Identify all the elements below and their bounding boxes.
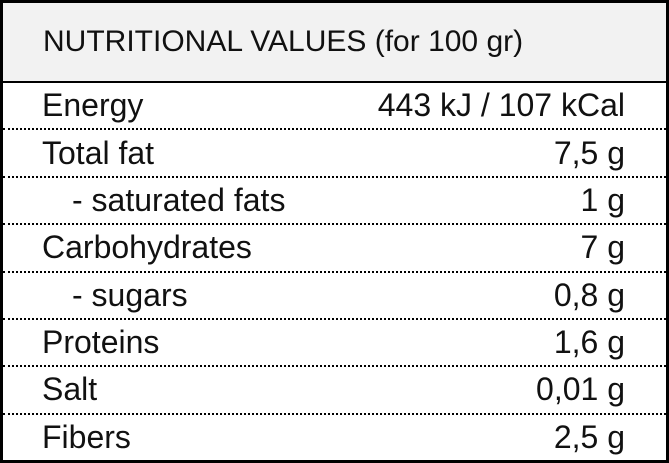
- nutrient-label: Total fat: [42, 134, 155, 171]
- table-row: - saturated fats 1 g: [3, 178, 666, 226]
- table-row: Total fat 7,5 g: [3, 130, 666, 178]
- nutrient-label: - sugars: [72, 276, 188, 313]
- nutrient-value: 7 g: [580, 229, 625, 266]
- nutrient-label: - saturated fats: [72, 181, 286, 218]
- table-row: Energy 443 kJ / 107 kCal: [3, 83, 666, 131]
- nutrient-value: 1,6 g: [553, 324, 625, 361]
- table-row: Proteins 1,6 g: [3, 320, 666, 368]
- nutrient-value: 1 g: [580, 181, 625, 218]
- nutrient-value: 7,5 g: [553, 134, 625, 171]
- nutrient-value: 0,01 g: [536, 371, 625, 408]
- nutrient-value: 2,5 g: [553, 418, 625, 455]
- table-row: Carbohydrates 7 g: [3, 225, 666, 273]
- nutrient-label: Salt: [42, 371, 98, 408]
- table-row: Salt 0,01 g: [3, 367, 666, 415]
- nutrient-label: Proteins: [42, 324, 160, 361]
- table-row: - sugars 0,8 g: [3, 273, 666, 320]
- table-row: Fibers 2,5 g: [3, 415, 666, 460]
- nutrient-label: Fibers: [42, 418, 131, 455]
- table-body: Energy 443 kJ / 107 kCal Total fat 7,5 g - s…: [3, 83, 666, 460]
- nutrient-value: 443 kJ / 107 kCal: [377, 87, 625, 124]
- nutrient-label: Carbohydrates: [42, 229, 252, 266]
- table-header: NUTRITIONAL VALUES (for 100 gr): [3, 3, 666, 83]
- nutrient-value: 0,8 g: [553, 276, 625, 313]
- nutrient-label: Energy: [42, 87, 144, 124]
